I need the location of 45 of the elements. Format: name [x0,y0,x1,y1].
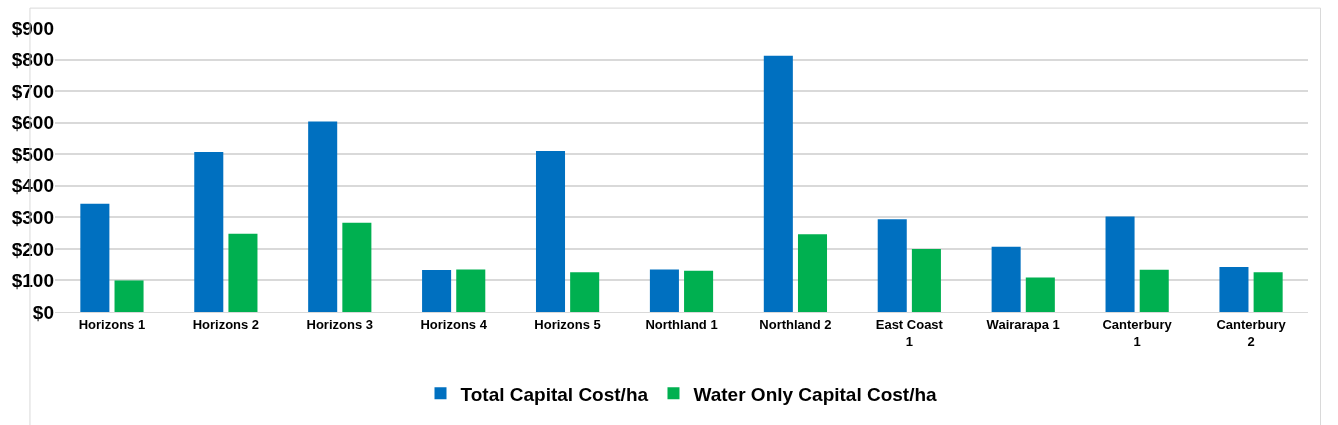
x-tick-label: Canterbury 1 [1102,316,1173,349]
bar [308,121,338,312]
x-tick-label: Wairarapa 1 [986,316,1060,332]
bar [194,152,224,312]
x-tick-label: Horizons 1 [78,316,146,332]
bar [649,269,679,312]
bar [877,219,907,312]
x-tick-label: Horizons 2 [192,316,260,332]
bar [911,248,941,312]
y-tick-label: $200 [11,238,54,260]
y-tick-label: $700 [11,80,54,102]
bar [570,272,600,312]
bar [763,55,793,312]
bar [535,151,566,312]
bar [114,280,144,312]
x-tick-label: Horizons 5 [534,316,601,332]
bar [1219,266,1249,312]
bar [684,270,714,312]
y-tick-label: $400 [11,175,54,197]
x-tick-label: Horizons 4 [420,316,488,332]
bar [228,233,258,312]
y-tick-label: $500 [11,143,54,165]
x-tick-label: Canterbury 2 [1216,316,1287,349]
bar [1025,277,1055,312]
bar [1105,216,1135,312]
y-tick-label: $300 [11,206,54,228]
legend-label: Total Capital Cost/ha [460,383,649,405]
y-tick-label: $0 [32,301,54,323]
y-tick-label: $100 [11,270,54,292]
bar [991,246,1021,312]
x-tick-label: Northland 2 [759,316,832,332]
x-tick-label: Horizons 3 [306,316,373,332]
bar [422,270,452,312]
legend-label: Water Only Capital Cost/ha [693,383,938,405]
bar [797,234,828,312]
y-tick-label: $900 [11,17,54,39]
x-tick-label: Northland 1 [645,316,718,332]
x-tick-label: East Coast 1 [875,316,944,349]
bar [80,203,110,312]
bar [456,269,486,312]
y-tick-label: $600 [11,112,54,134]
bar [1139,269,1169,312]
y-tick-label: $800 [11,49,54,71]
bar [1253,272,1283,312]
bar [342,222,372,312]
